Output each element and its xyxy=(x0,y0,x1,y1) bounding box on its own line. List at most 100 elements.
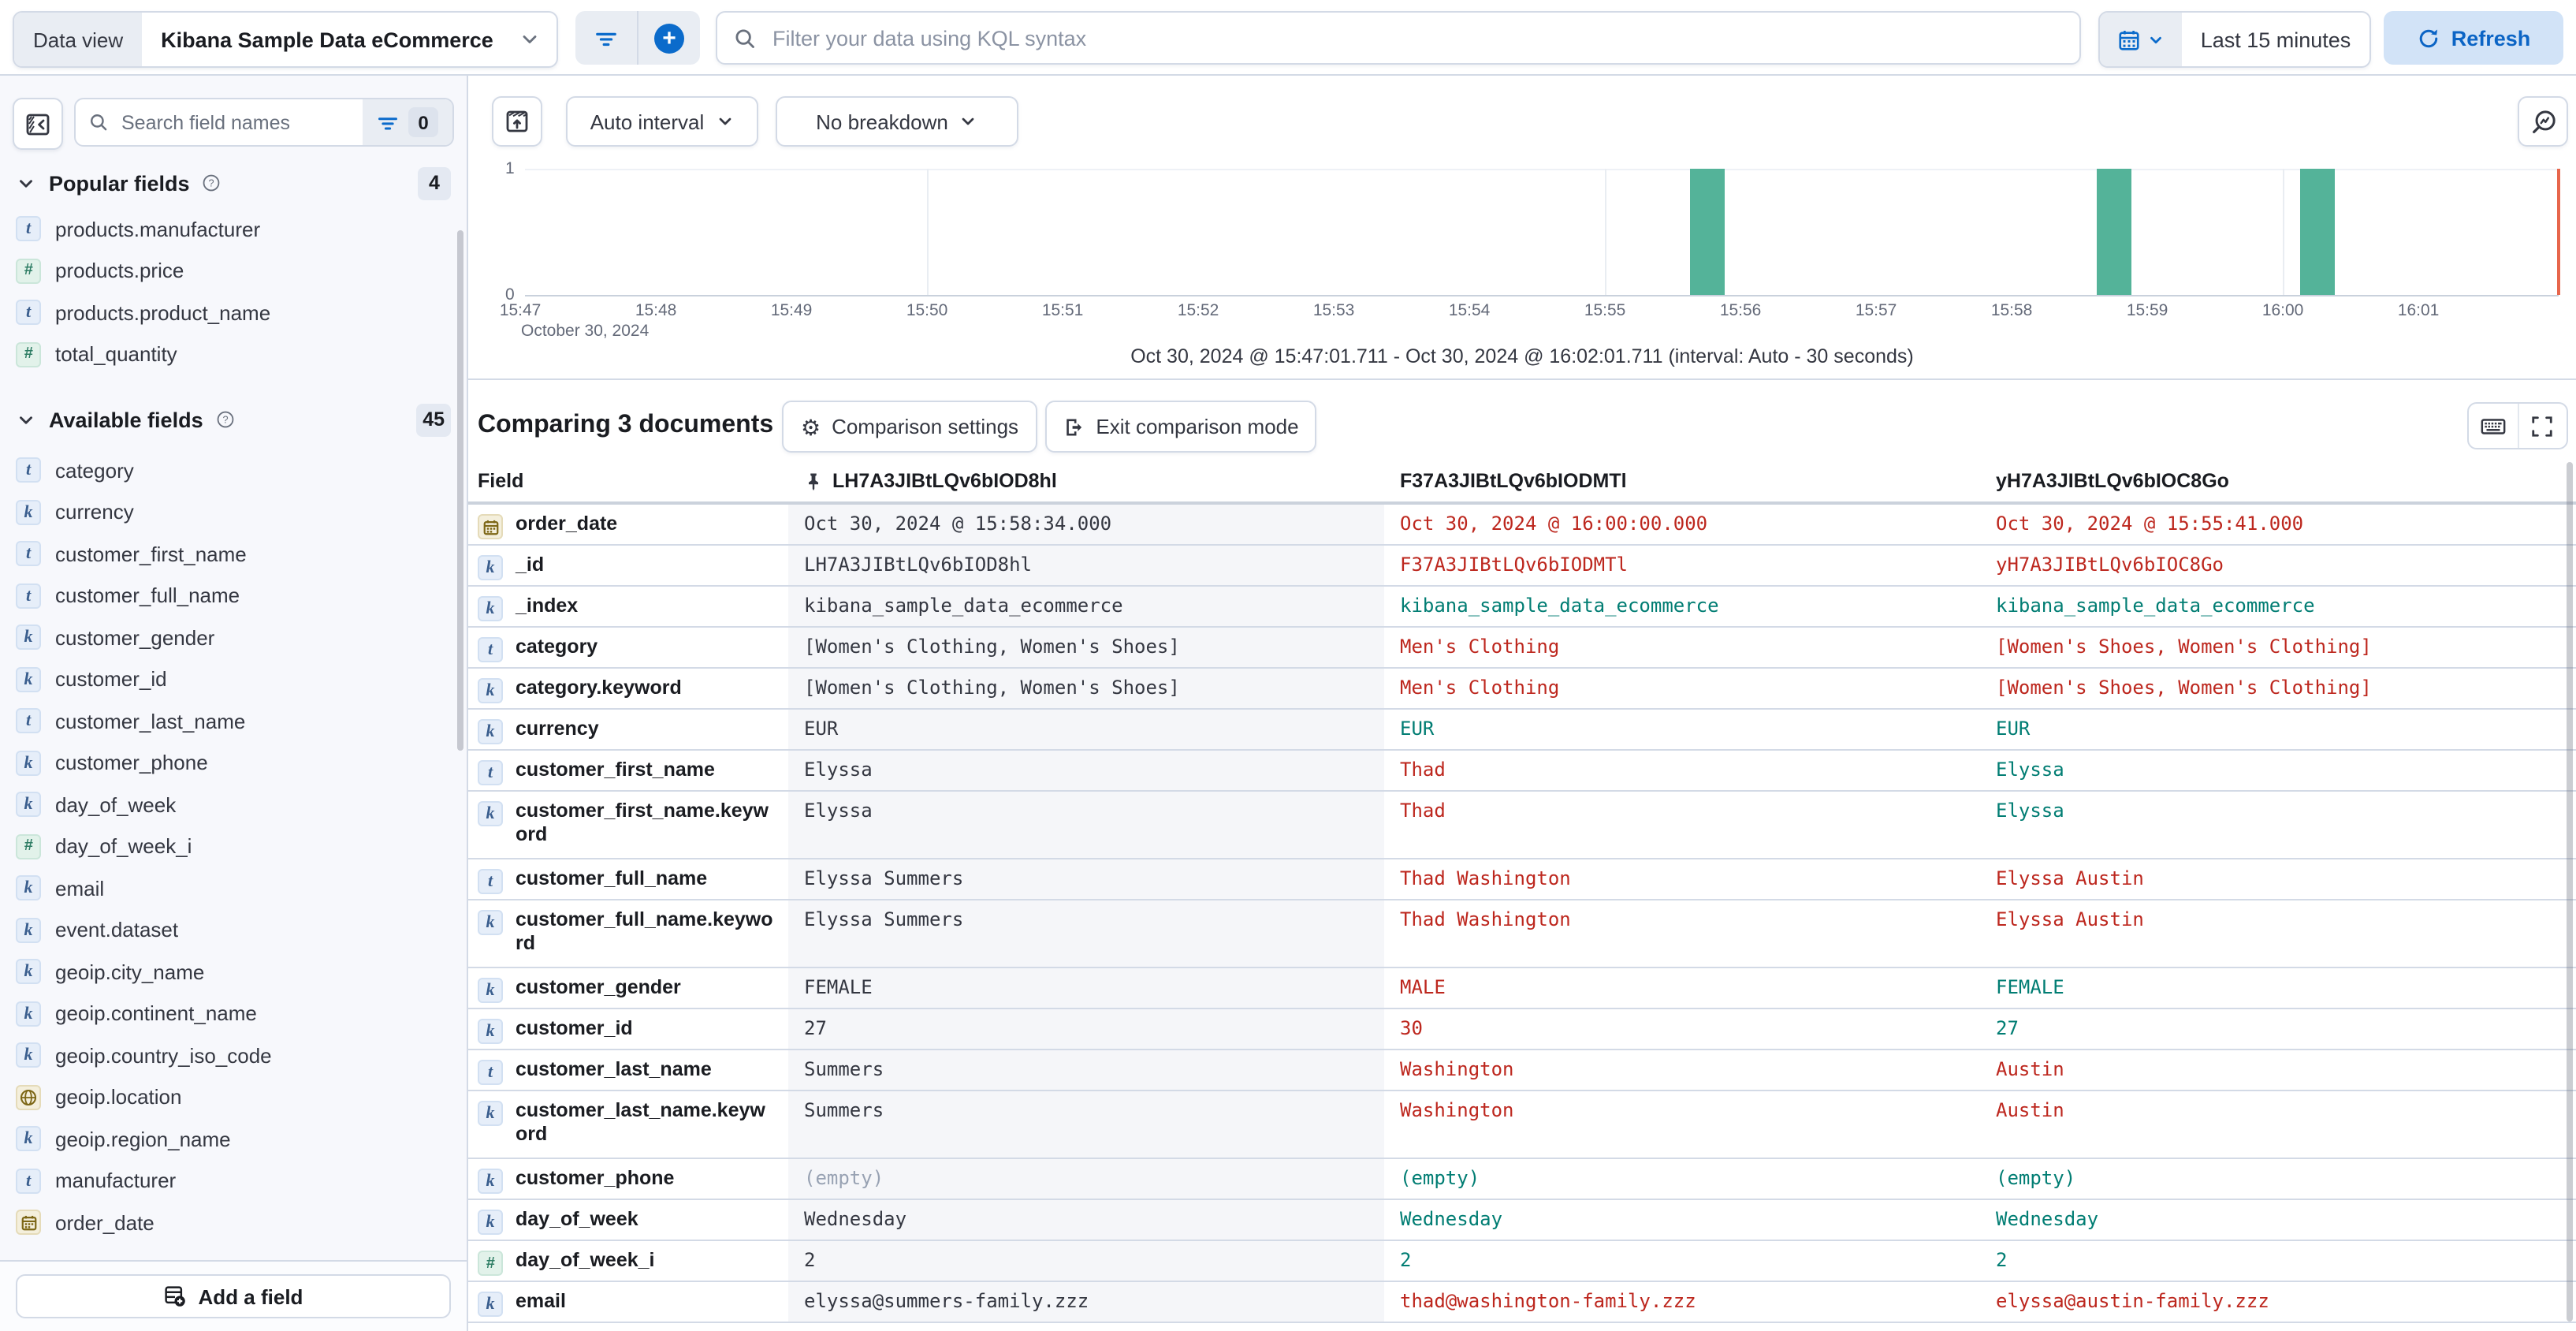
comparison-table-row[interactable]: t category [Women's Clothing, Women's Shoe… xyxy=(468,628,2576,669)
auto-interval-dropdown[interactable]: Auto interval xyxy=(566,96,758,147)
pinned-doc-column-header[interactable]: LH7A3JIBtLQv6bIOD8hl xyxy=(788,460,1384,501)
collapse-sidebar-button[interactable] xyxy=(13,98,63,150)
hide-chart-button[interactable] xyxy=(492,96,542,147)
popular-fields-header[interactable]: Popular fields ? 4 xyxy=(0,164,467,202)
comparison-table-row[interactable]: order_date Oct 30, 2024 @ 15:58:34.000 Oct… xyxy=(468,505,2576,546)
data-view-picker[interactable]: Data view Kibana Sample Data eCommerce xyxy=(13,11,558,68)
sidebar-field-item[interactable]: k event.dataset xyxy=(0,909,467,951)
field-filters-button[interactable]: 0 xyxy=(363,99,452,145)
histogram-bar[interactable] xyxy=(1689,169,1725,294)
keyboard-shortcuts-button[interactable] xyxy=(2469,404,2517,448)
comparison-table-row[interactable]: k customer_id 27 30 27 xyxy=(468,1009,2576,1050)
comparison-table-row[interactable]: k customer_last_name.keyword Summers Washin… xyxy=(468,1091,2576,1159)
sidebar-field-item[interactable]: k geoip.region_name xyxy=(0,1118,467,1160)
histogram-bar[interactable] xyxy=(2096,169,2131,294)
available-fields-header[interactable]: Available fields ? 45 xyxy=(0,401,467,438)
base-doc-value-cell: Elyssa xyxy=(788,792,1384,858)
sidebar-field-item[interactable]: # products.price xyxy=(0,250,467,292)
comparison-table-row[interactable]: k _index kibana_sample_data_ecommerce kiban… xyxy=(468,587,2576,628)
refresh-button[interactable]: Refresh xyxy=(2384,11,2563,65)
comparison-table-row[interactable]: k email elyssa@summers-family.zzz thad@wash… xyxy=(468,1282,2576,1323)
comparison-table-row[interactable]: k customer_first_name.keyword Elyssa Thad El… xyxy=(468,792,2576,859)
comparison-table-row[interactable]: k customer_gender FEMALE MALE FEMALE xyxy=(468,968,2576,1009)
x-axis-tick-label: 15:51 xyxy=(1041,301,1084,320)
chart-gridline xyxy=(2283,169,2285,294)
keyword-field-icon: k xyxy=(478,596,503,621)
comparison-value-cell: 30 xyxy=(1400,1017,1423,1039)
field-item-label: category xyxy=(55,458,134,483)
calendar-icon xyxy=(2117,28,2141,51)
kql-input[interactable] xyxy=(769,24,2064,51)
chart-top-gridline xyxy=(524,169,2558,170)
number-field-icon: # xyxy=(478,1251,503,1276)
base-doc-value-cell: Elyssa Summers xyxy=(788,900,1384,967)
sidebar-field-item[interactable]: # total_quantity xyxy=(0,334,467,375)
comparison-settings-button[interactable]: ⚙ Comparison settings xyxy=(782,401,1037,453)
x-axis-tick-label: 15:52 xyxy=(1177,301,1219,320)
comparison-value-cell: Wednesday xyxy=(1996,1208,2099,1230)
sidebar-field-item[interactable]: t manufacturer xyxy=(0,1160,467,1202)
sidebar-field-item[interactable]: t customer_first_name xyxy=(0,533,467,575)
comparison-table-body: order_date Oct 30, 2024 @ 15:58:34.000 Oct… xyxy=(468,505,2576,1323)
add-field-button[interactable]: Add a field xyxy=(16,1274,451,1318)
date-quick-select-button[interactable] xyxy=(2100,13,2182,66)
sidebar-field-item[interactable]: k day_of_week xyxy=(0,784,467,826)
sidebar-field-item[interactable]: t customer_full_name xyxy=(0,575,467,617)
sidebar-field-item[interactable]: # day_of_week_i xyxy=(0,826,467,867)
sidebar-field-item[interactable]: k geoip.city_name xyxy=(0,951,467,993)
comparison-table-row[interactable]: # day_of_week_i 2 2 2 xyxy=(468,1241,2576,1282)
comparison-table-row[interactable]: k customer_phone (empty) (empty) (empty) xyxy=(468,1159,2576,1200)
sidebar-field-item[interactable]: t category xyxy=(0,449,467,491)
sidebar-field-item[interactable]: k geoip.continent_name xyxy=(0,993,467,1035)
comparison-table-row[interactable]: k currency EUR EUR EUR xyxy=(468,710,2576,751)
kql-search-bar[interactable] xyxy=(716,11,2081,65)
time-range-value[interactable]: Last 15 minutes xyxy=(2200,28,2351,51)
doc-column-header[interactable]: yH7A3JIBtLQv6bIOC8Go xyxy=(1996,470,2229,492)
comparison-value-cell: yH7A3JIBtLQv6bIOC8Go xyxy=(1996,554,2224,576)
field-name: email xyxy=(516,1290,566,1312)
field-name: day_of_week xyxy=(516,1208,638,1230)
histogram-chart[interactable]: 1 0 15:47 15:48 15:49 15:50 15:51 15:52 15:53 15:… xyxy=(468,76,2576,341)
field-column-header[interactable]: Field xyxy=(478,470,524,492)
sidebar-field-item[interactable]: order_date xyxy=(0,1202,467,1243)
sidebar-field-item[interactable]: t products.product_name xyxy=(0,292,467,334)
edit-visualization-button[interactable] xyxy=(2518,96,2568,147)
sidebar-field-item[interactable]: k customer_id xyxy=(0,658,467,700)
field-search-input[interactable] xyxy=(118,110,329,135)
field-item-label: products.price xyxy=(55,259,184,283)
comparison-table-row[interactable]: k category.keyword [Women's Clothing, Wome… xyxy=(468,669,2576,710)
sidebar-field-item[interactable]: t customer_last_name xyxy=(0,700,467,742)
breakdown-dropdown[interactable]: No breakdown xyxy=(776,96,1018,147)
comparison-table-row[interactable]: t customer_first_name Elyssa Thad Elyssa xyxy=(468,751,2576,792)
field-cell: k customer_gender xyxy=(468,968,788,1008)
filter-list-button[interactable] xyxy=(575,11,637,65)
sidebar-field-item[interactable]: k customer_phone xyxy=(0,742,467,784)
table-scrollbar-thumb[interactable] xyxy=(2567,462,2573,1322)
sidebar-field-item[interactable]: k currency xyxy=(0,491,467,533)
x-axis-tick-label: 15:48 xyxy=(635,301,677,320)
comparison-table-row[interactable]: t customer_last_name Summers Washington Aust… xyxy=(468,1050,2576,1091)
comparison-table-row[interactable]: k customer_full_name.keyword Elyssa Summer… xyxy=(468,900,2576,968)
comparison-table-row[interactable]: k _id LH7A3JIBtLQv6bIOD8hl F37A3JIBtLQv6bIO… xyxy=(468,546,2576,587)
chevron-down-icon xyxy=(519,28,541,50)
comparison-table-row[interactable]: k day_of_week Wednesday Wednesday Wednesday xyxy=(468,1200,2576,1241)
sidebar-scrollbar-thumb[interactable] xyxy=(457,230,463,751)
field-item-label: currency xyxy=(55,500,134,524)
sidebar-field-item[interactable]: k geoip.country_iso_code xyxy=(0,1035,467,1076)
x-axis-tick-label: 15:56 xyxy=(1719,301,1762,320)
doc-column-header[interactable]: F37A3JIBtLQv6bIODMTl xyxy=(1400,470,1627,492)
add-filter-button[interactable]: + xyxy=(638,11,700,65)
fullscreen-button[interactable] xyxy=(2518,404,2567,448)
field-name: customer_full_name.keyword xyxy=(516,908,773,954)
exit-comparison-button[interactable]: Exit comparison mode xyxy=(1045,401,1316,453)
sidebar-field-item[interactable]: k email xyxy=(0,867,467,909)
sidebar-field-item[interactable]: geoip.location xyxy=(0,1076,467,1118)
sidebar-field-item[interactable]: t products.manufacturer xyxy=(0,208,467,250)
sidebar-field-item[interactable]: k customer_gender xyxy=(0,617,467,658)
comparison-value-cell: Elyssa xyxy=(1996,800,2064,822)
x-axis-tick-label: 15:49 xyxy=(770,301,813,320)
comparison-table-row[interactable]: t customer_full_name Elyssa Summers Thad Wa… xyxy=(468,859,2576,900)
top-bar: Data view Kibana Sample Data eCommerce + xyxy=(0,0,2576,76)
hide-chart-icon xyxy=(504,109,530,134)
histogram-bar[interactable] xyxy=(2299,169,2335,294)
